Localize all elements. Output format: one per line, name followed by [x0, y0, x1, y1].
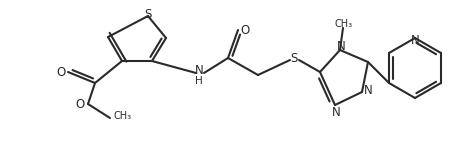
Text: N: N: [337, 41, 345, 54]
Text: N: N: [410, 34, 419, 47]
Text: O: O: [56, 66, 66, 78]
Text: S: S: [145, 8, 152, 22]
Text: O: O: [75, 98, 85, 112]
Text: S: S: [290, 51, 298, 64]
Text: N: N: [364, 85, 372, 98]
Text: O: O: [241, 24, 250, 37]
Text: N: N: [332, 105, 340, 119]
Text: N: N: [195, 64, 203, 78]
Text: CH₃: CH₃: [113, 111, 131, 121]
Text: H: H: [195, 76, 203, 86]
Text: CH₃: CH₃: [335, 19, 353, 29]
